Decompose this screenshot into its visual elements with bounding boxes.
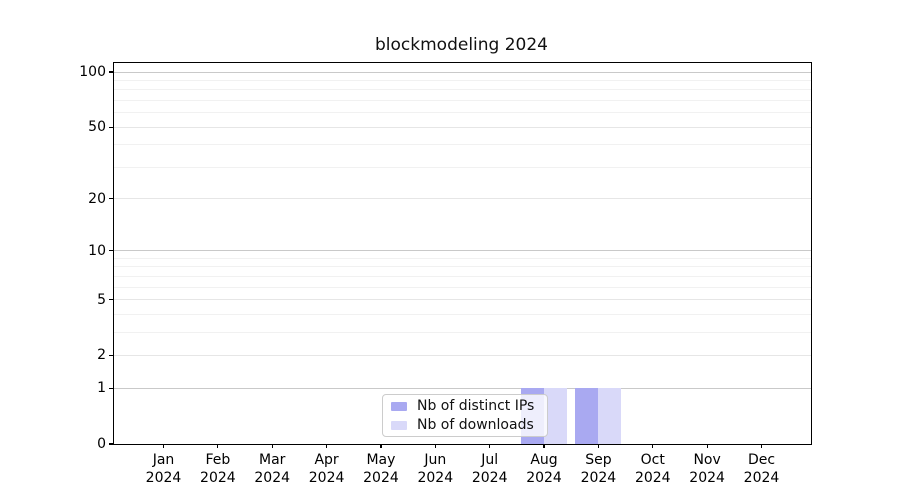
y-tick-label: 1 <box>97 380 106 397</box>
gridline-major <box>114 71 811 73</box>
gridline-minor <box>114 99 811 101</box>
gridline-major <box>114 387 811 389</box>
x-tick-label: May 2024 <box>363 452 399 486</box>
chart-title: blockmodeling 2024 <box>375 35 548 55</box>
x-tick-label: Apr 2024 <box>308 452 345 486</box>
gridline-minor <box>114 112 811 114</box>
gridline-minor <box>114 144 811 146</box>
x-tick-mark <box>162 444 165 448</box>
x-tick-mark <box>271 444 273 448</box>
bar-downloads <box>598 388 622 444</box>
gridline-minor <box>114 331 811 333</box>
y-tick-label: 100 <box>79 64 106 81</box>
gridline-minor <box>114 166 811 168</box>
gridline-minor <box>114 266 811 268</box>
y-tick-mark <box>109 126 113 128</box>
x-tick-mark <box>380 444 382 448</box>
y-tick-label: 20 <box>88 190 106 207</box>
gridline-major <box>114 250 811 252</box>
bar-downloads <box>544 388 568 444</box>
gridline-major <box>114 354 811 356</box>
x-tick-mark <box>760 444 763 448</box>
x-tick-mark <box>217 444 219 448</box>
x-tick-mark <box>543 444 545 448</box>
gridline-minor <box>114 89 811 91</box>
x-tick-mark <box>652 444 654 448</box>
gridline-minor <box>114 313 811 315</box>
x-tick-label: Feb 2024 <box>200 452 236 486</box>
x-tick-label: Jan 2024 <box>145 452 182 486</box>
y-tick-label: 10 <box>88 242 106 259</box>
gridline-minor <box>114 79 811 81</box>
legend: Nb of distinct IPs Nb of downloads <box>382 394 548 437</box>
gridline-minor <box>114 275 811 277</box>
y-tick-mark <box>109 354 113 357</box>
x-tick-label: Oct 2024 <box>634 452 671 486</box>
y-tick-mark <box>109 387 113 389</box>
x-tick-label: Jun 2024 <box>417 452 454 486</box>
legend-label-downloads: Nb of downloads <box>417 417 534 433</box>
gridline-major <box>114 198 811 200</box>
x-tick-label: Aug 2024 <box>526 452 562 486</box>
y-tick-label: 50 <box>88 119 106 136</box>
y-tick-mark <box>109 198 113 200</box>
legend-swatch-distinct-ips <box>391 401 407 411</box>
gridline-minor <box>114 286 811 288</box>
x-tick-label: Dec 2024 <box>743 452 780 486</box>
y-tick-mark <box>109 71 113 73</box>
x-tick-label: Sep 2024 <box>580 452 617 486</box>
gridline-major <box>114 299 811 301</box>
x-tick-mark <box>325 444 328 448</box>
y-tick-mark <box>109 298 113 301</box>
legend-swatch-downloads <box>391 420 407 430</box>
x-tick-label: Jul 2024 <box>471 452 508 486</box>
bar-distinct-ips <box>575 388 599 444</box>
legend-label-distinct-ips: Nb of distinct IPs <box>417 398 535 414</box>
y-tick-mark <box>109 250 113 252</box>
x-tick-mark <box>706 444 708 448</box>
legend-item-distinct-ips: Nb of distinct IPs <box>391 398 539 414</box>
plot-area: Nb of distinct IPs Nb of downloads 0 1 2 5 1… <box>79 62 812 486</box>
x-tick-label: Mar 2024 <box>254 452 291 486</box>
y-tick-label: 0 <box>97 436 106 452</box>
x-tick-mark <box>434 444 436 448</box>
legend-item-downloads: Nb of downloads <box>391 417 539 433</box>
y-tick-mark <box>109 443 113 445</box>
y-tick-label: 2 <box>97 347 106 364</box>
x-tick-mark <box>597 444 599 448</box>
gridline-major <box>114 126 811 128</box>
x-tick-mark <box>489 444 491 448</box>
gridline-minor <box>114 257 811 259</box>
x-tick-label: Nov 2024 <box>689 452 725 486</box>
y-tick-label: 5 <box>97 291 106 308</box>
